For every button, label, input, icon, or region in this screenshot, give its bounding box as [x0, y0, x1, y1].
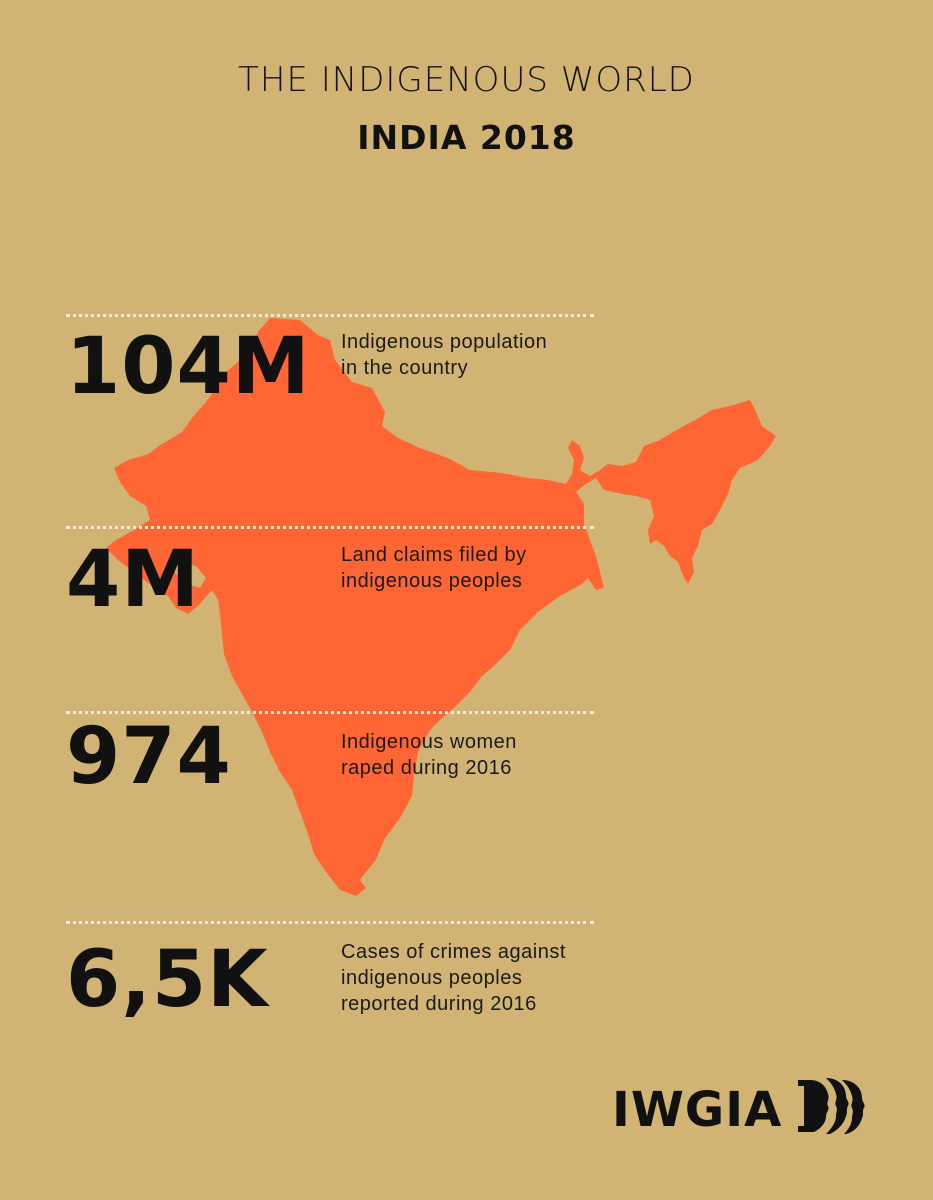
stat-value-population: 104M [66, 322, 311, 412]
stat-value-land-claims: 4M [66, 535, 200, 625]
stat-divider [66, 526, 594, 529]
page-title: THE INDIGENOUS WORLD [238, 60, 695, 100]
profiles-logo-icon [798, 1078, 865, 1134]
stat-label-line: reported during 2016 [341, 993, 537, 1015]
stat-value-crime-cases: 6,5K [66, 935, 269, 1025]
stat-value-women-raped: 974 [66, 712, 232, 802]
india-mainland-shape [106, 318, 776, 896]
stat-label-line: in the country [341, 357, 469, 379]
stat-label-crime-cases: Cases of crimes against indigenous peopl… [341, 939, 631, 1017]
stat-divider [66, 711, 594, 714]
stat-label-line: indigenous peoples [341, 967, 523, 989]
page-subtitle: INDIA 2018 [357, 118, 576, 157]
stat-label-line: Cases of crimes against [341, 941, 566, 963]
stat-label-women-raped: Indigenous women raped during 2016 [341, 729, 631, 781]
stat-label-line: indigenous peoples [341, 570, 523, 592]
stat-label-land-claims: Land claims filed by indigenous peoples [341, 542, 631, 594]
stat-divider [66, 921, 594, 924]
iwgia-logo-text: IWGIA [612, 1082, 783, 1138]
stat-label-population: Indigenous population in the country [341, 329, 631, 381]
stat-label-line: Indigenous population [341, 331, 548, 353]
stat-label-line: raped during 2016 [341, 757, 512, 779]
stat-divider [66, 314, 594, 317]
stat-label-line: Land claims filed by [341, 544, 527, 566]
stat-label-line: Indigenous women [341, 731, 517, 753]
kutch-gulf-notch [170, 560, 206, 588]
